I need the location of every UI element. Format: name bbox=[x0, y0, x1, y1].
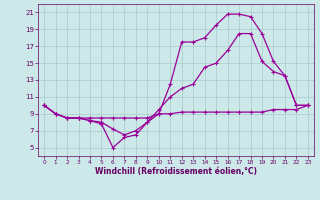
X-axis label: Windchill (Refroidissement éolien,°C): Windchill (Refroidissement éolien,°C) bbox=[95, 167, 257, 176]
